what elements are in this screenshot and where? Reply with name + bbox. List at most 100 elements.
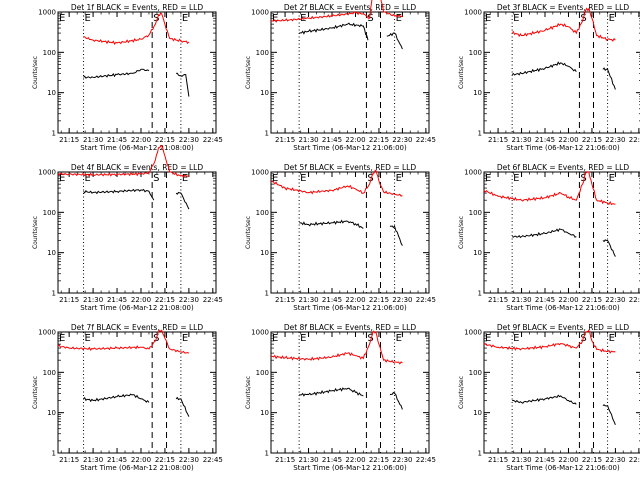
y-tick-label: 1000 [38,329,56,337]
x-tick-label: 22:45 [203,136,223,144]
y-tick-label: 10 [260,409,269,417]
y-tick-label: 1000 [464,169,482,177]
chart-title: Det 6f BLACK = Events, RED = LLD [497,163,630,172]
y-tick-label: 1000 [251,9,269,17]
event-marker-label: S [153,13,159,24]
x-tick-label: 21:45 [322,136,342,144]
chart-title: Det 9f BLACK = Events, RED = LLD [497,323,630,332]
plot-frame [57,331,217,454]
event-marker-label: S [153,173,159,184]
x-tick-label: 22:30 [392,296,412,304]
x-axis-label: Start Time (06-Mar-12 21:06:00) [293,144,407,152]
event-marker-label: E [59,173,65,184]
x-tick-label: 22:00 [345,456,365,464]
x-tick-label: 21:30 [298,296,318,304]
x-tick-label: 21:45 [535,136,555,144]
y-tick-label: 1 [52,130,56,138]
y-tick-label: 1 [265,130,269,138]
event-marker-label: E [609,13,615,24]
series-line-events-black [299,387,403,410]
event-marker-label: E [513,333,519,344]
y-axis-label: Counts/sec [32,376,39,409]
x-tick-label: 21:45 [535,296,555,304]
event-marker-label: E [272,173,278,184]
x-axis-label: Start Time (06-Mar-12 21:06:00) [293,464,407,472]
y-tick-label: 100 [256,369,269,377]
y-tick-label: 1000 [251,329,269,337]
x-tick-label: 22:15 [582,456,602,464]
x-tick-label: 22:45 [416,136,436,144]
series-line-events-black [83,188,190,210]
x-tick-label: 22:45 [203,456,223,464]
chart-title: Det 2f BLACK = Events, RED = LLD [284,3,417,12]
series-line-events-black [511,228,616,257]
plot-frame [483,11,640,134]
x-tick-label: 21:45 [322,296,342,304]
y-tick-label: 10 [47,89,56,97]
x-tick-label: 21:30 [298,456,318,464]
x-tick-label: 21:30 [83,456,103,464]
x-tick-label: 22:45 [629,296,640,304]
x-tick-label: 22:00 [131,136,151,144]
series-line-lld-red [511,7,616,42]
y-axis-label: Counts/sec [245,216,252,249]
x-tick-label: 21:15 [488,456,508,464]
series-line-lld-red [57,329,190,354]
x-tick-label: 22:00 [558,296,578,304]
chart-title: Det 1f BLACK = Events, RED = LLD [71,3,204,12]
x-tick-label: 21:30 [511,296,531,304]
x-tick-label: 22:00 [558,456,578,464]
x-tick-label: 22:45 [416,296,436,304]
x-tick-label: 22:15 [155,456,175,464]
x-tick-label: 21:45 [322,456,342,464]
x-tick-label: 22:30 [392,456,412,464]
event-marker-label: E [485,13,491,24]
series-line-events-black [83,68,190,97]
y-tick-label: 10 [473,249,482,257]
y-tick-label: 1000 [38,169,56,177]
series-line-lld-red [483,171,616,206]
event-marker-label: S [580,173,586,184]
y-tick-label: 10 [47,409,56,417]
y-tick-label: 10 [260,89,269,97]
y-tick-label: 1000 [464,329,482,337]
series-line-events-black [299,219,403,246]
event-marker-label: E [182,13,188,24]
y-tick-label: 1 [265,450,269,458]
x-tick-label: 21:15 [59,296,79,304]
x-tick-label: 22:00 [345,296,365,304]
x-tick-label: 21:30 [511,456,531,464]
x-tick-label: 22:00 [131,296,151,304]
y-tick-label: 1000 [464,9,482,17]
x-tick-label: 22:15 [582,296,602,304]
x-tick-label: 22:15 [369,296,389,304]
series-line-events-black [299,22,403,50]
x-tick-label: 22:15 [582,136,602,144]
plot-frame [270,331,430,454]
y-tick-label: 10 [473,89,482,97]
y-axis-label: Counts/sec [32,56,39,89]
x-tick-label: 22:30 [179,296,199,304]
x-tick-label: 22:15 [369,456,389,464]
y-axis-label: Counts/sec [458,56,465,89]
y-tick-label: 10 [47,249,56,257]
chart-panel-2: Det 2f BLACK = Events, RED = LLD Counts/s… [245,0,436,152]
x-tick-label: 22:30 [605,456,625,464]
y-tick-label: 100 [256,49,269,57]
event-marker-label: E [513,13,519,24]
y-tick-label: 1 [478,130,482,138]
x-tick-label: 22:00 [558,136,578,144]
chart-panel-3: Det 3f BLACK = Events, RED = LLD Counts/s… [458,3,640,152]
x-tick-label: 21:45 [107,296,127,304]
chart-panel-5: Det 5f BLACK = Events, RED = LLD Counts/s… [245,163,436,312]
y-axis-label: Counts/sec [32,216,39,249]
y-tick-label: 1 [478,450,482,458]
series-line-lld-red [83,12,190,45]
y-axis-label: Counts/sec [458,216,465,249]
x-tick-label: 21:30 [511,136,531,144]
x-tick-label: 21:15 [488,136,508,144]
chart-panel-4: Det 4f BLACK = Events, RED = LLD Counts/s… [32,145,223,312]
chart-panel-7: Det 7f BLACK = Events, RED = LLD Counts/s… [32,323,223,472]
event-marker-label: S [367,333,373,344]
x-tick-label: 22:15 [369,136,389,144]
